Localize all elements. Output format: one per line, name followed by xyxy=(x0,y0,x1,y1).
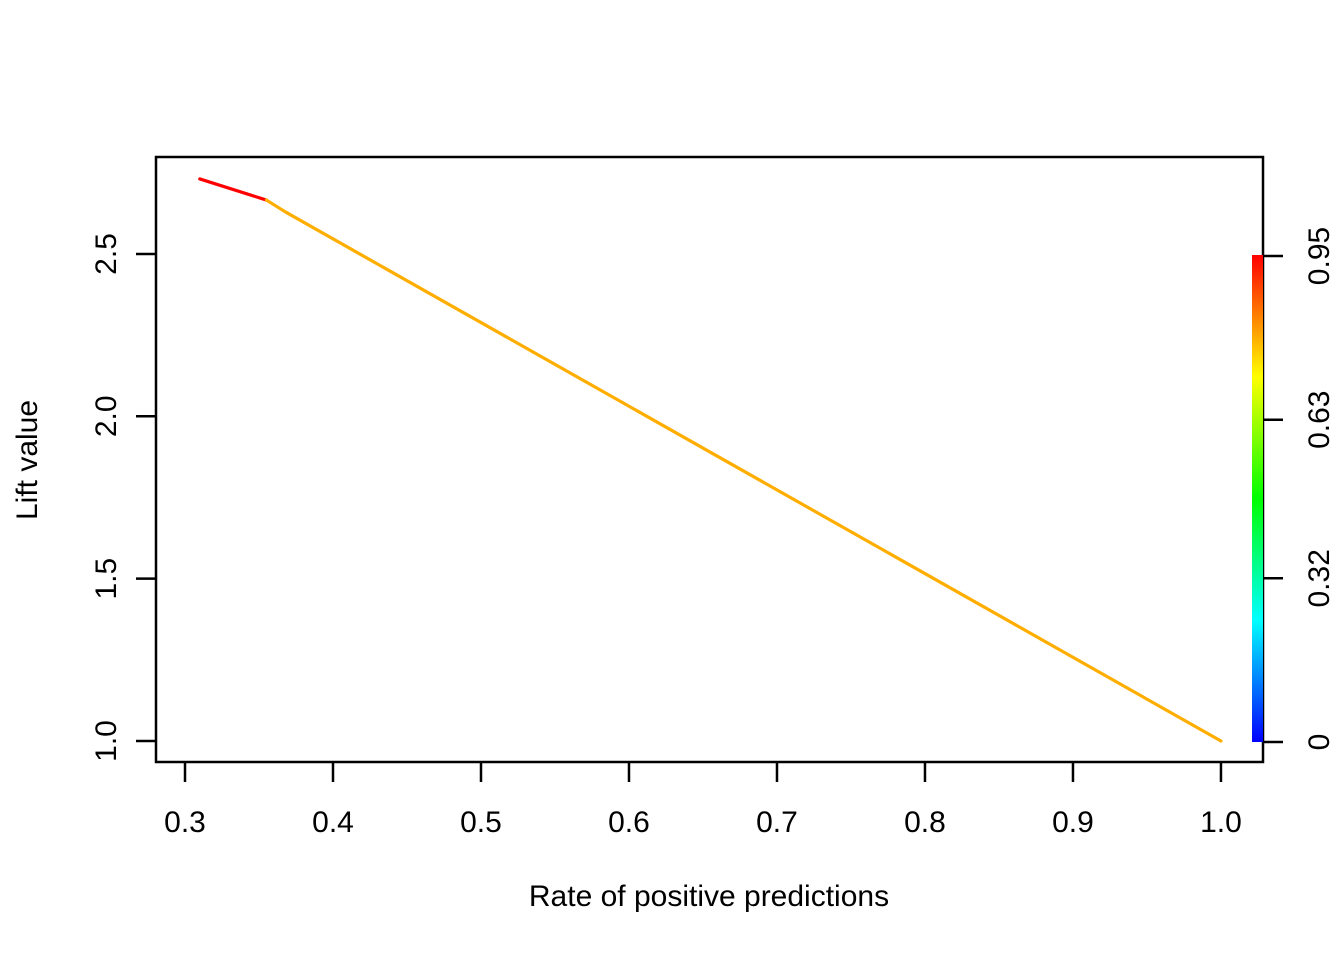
x-axis-tick-label: 0.8 xyxy=(904,806,946,839)
x-axis-tick-label: 0.5 xyxy=(460,806,502,839)
x-axis-tick-label: 0.3 xyxy=(164,806,206,839)
y-axis-tick-label: 2.0 xyxy=(90,395,123,437)
plot-area: 0.3 0.4 0.5 0.6 0.7 0.8 0.9 1.0 1.0 1.5 2.0 2.5 0.95… xyxy=(90,155,1336,839)
colorbar-tick-label: 0.63 xyxy=(1303,391,1336,449)
lift-curve-segment-high-cutoff xyxy=(198,177,269,202)
colorbar-tick-label: 0.32 xyxy=(1303,549,1336,607)
x-axis-title: Rate of positive predictions xyxy=(529,880,889,913)
colorbar-gradient xyxy=(1252,255,1263,742)
y-axis-tick-label: 2.5 xyxy=(90,233,123,275)
x-axis-tick-label: 0.4 xyxy=(312,806,354,839)
x-axis-tick-label: 0.9 xyxy=(1052,806,1094,839)
x-axis-tick-label: 0.6 xyxy=(608,806,650,839)
y-axis-tick-label: 1.0 xyxy=(90,720,123,762)
colorbar-tick-label: 0 xyxy=(1303,734,1336,751)
y-axis-tick-label: 1.5 xyxy=(90,558,123,600)
x-axis-tick-label: 1.0 xyxy=(1200,806,1242,839)
colorbar-tick-label: 0.95 xyxy=(1303,227,1336,285)
lift-curve-segment-mid-cutoff xyxy=(264,198,1223,743)
x-axis-tick-label: 0.7 xyxy=(756,806,798,839)
y-axis-title: Lift value xyxy=(11,400,44,520)
